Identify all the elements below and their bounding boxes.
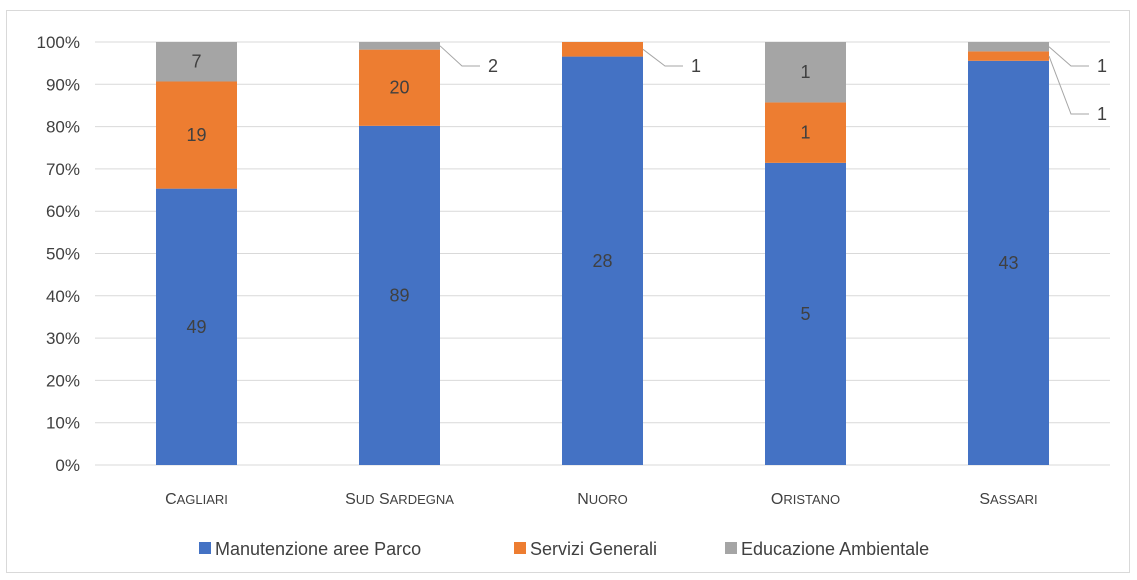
callout-leader	[1048, 46, 1089, 67]
legend: Manutenzione aree Parco Servizi Generali E…	[199, 539, 929, 559]
y-tick-label: 60%	[46, 202, 80, 221]
data-label: 7	[191, 52, 201, 72]
y-tick-label: 100%	[37, 33, 80, 52]
bar-segment	[765, 102, 846, 163]
bar-segment	[359, 42, 440, 50]
bar-segment	[765, 162, 846, 465]
y-tick-label: 30%	[46, 329, 80, 348]
x-category-label: NUORO	[577, 491, 628, 508]
bar-segment	[562, 56, 643, 465]
data-label: 2	[488, 56, 498, 76]
data-label: 43	[998, 253, 1018, 273]
x-category-label: ORISTANO	[771, 491, 840, 508]
data-label: 28	[592, 251, 612, 271]
data-label: 49	[186, 317, 206, 337]
callout-leader	[642, 48, 683, 67]
y-axis-ticks: 0% 10% 20% 30% 40% 50% 60% 70% 80% 90% 100%	[37, 33, 80, 475]
data-label: 19	[186, 125, 206, 145]
legend-swatch	[199, 542, 211, 554]
bar-segment	[359, 125, 440, 466]
bar-segment	[562, 42, 643, 57]
y-tick-label: 10%	[46, 414, 80, 433]
bar-segment	[765, 42, 846, 103]
y-tick-label: 50%	[46, 245, 80, 264]
y-tick-label: 70%	[46, 160, 80, 179]
legend-label: Servizi Generali	[530, 539, 657, 559]
bar-segment	[156, 188, 237, 465]
callout-leader	[439, 45, 480, 67]
data-label: 5	[800, 304, 810, 324]
bar-segment	[968, 51, 1049, 61]
data-label: 20	[389, 78, 409, 98]
x-category-label: SUD SARDEGNA	[345, 491, 454, 508]
legend-label: Manutenzione aree Parco	[215, 539, 421, 559]
legend-label: Educazione Ambientale	[741, 539, 929, 559]
bar-segment	[968, 42, 1049, 52]
y-tick-label: 80%	[46, 118, 80, 137]
data-label: 1	[800, 123, 810, 143]
data-label: 1	[1097, 56, 1107, 76]
legend-swatch	[514, 542, 526, 554]
x-axis-categories: CAGLIARI SUD SARDEGNA NUORO ORISTANO SASSARI	[165, 491, 1038, 508]
data-label: 1	[800, 62, 810, 82]
y-tick-label: 20%	[46, 371, 80, 390]
legend-swatch	[725, 542, 737, 554]
callout-leader	[1048, 55, 1089, 115]
bar-segment	[156, 42, 237, 82]
x-category-label: SASSARI	[979, 491, 1037, 508]
data-label: 1	[1097, 104, 1107, 124]
bar-segment	[968, 60, 1049, 466]
data-label: 1	[691, 56, 701, 76]
bar-segment	[359, 49, 440, 126]
y-tick-label: 40%	[46, 287, 80, 306]
data-label: 89	[389, 285, 409, 305]
y-tick-label: 0%	[55, 456, 80, 475]
bars	[156, 42, 1049, 466]
data-labels: 49 19 7 89 20 28 5 1 1 43 2 1 1 1	[186, 45, 1107, 337]
y-tick-label: 90%	[46, 75, 80, 94]
bar-segment	[156, 81, 237, 189]
x-category-label: CAGLIARI	[165, 491, 228, 508]
